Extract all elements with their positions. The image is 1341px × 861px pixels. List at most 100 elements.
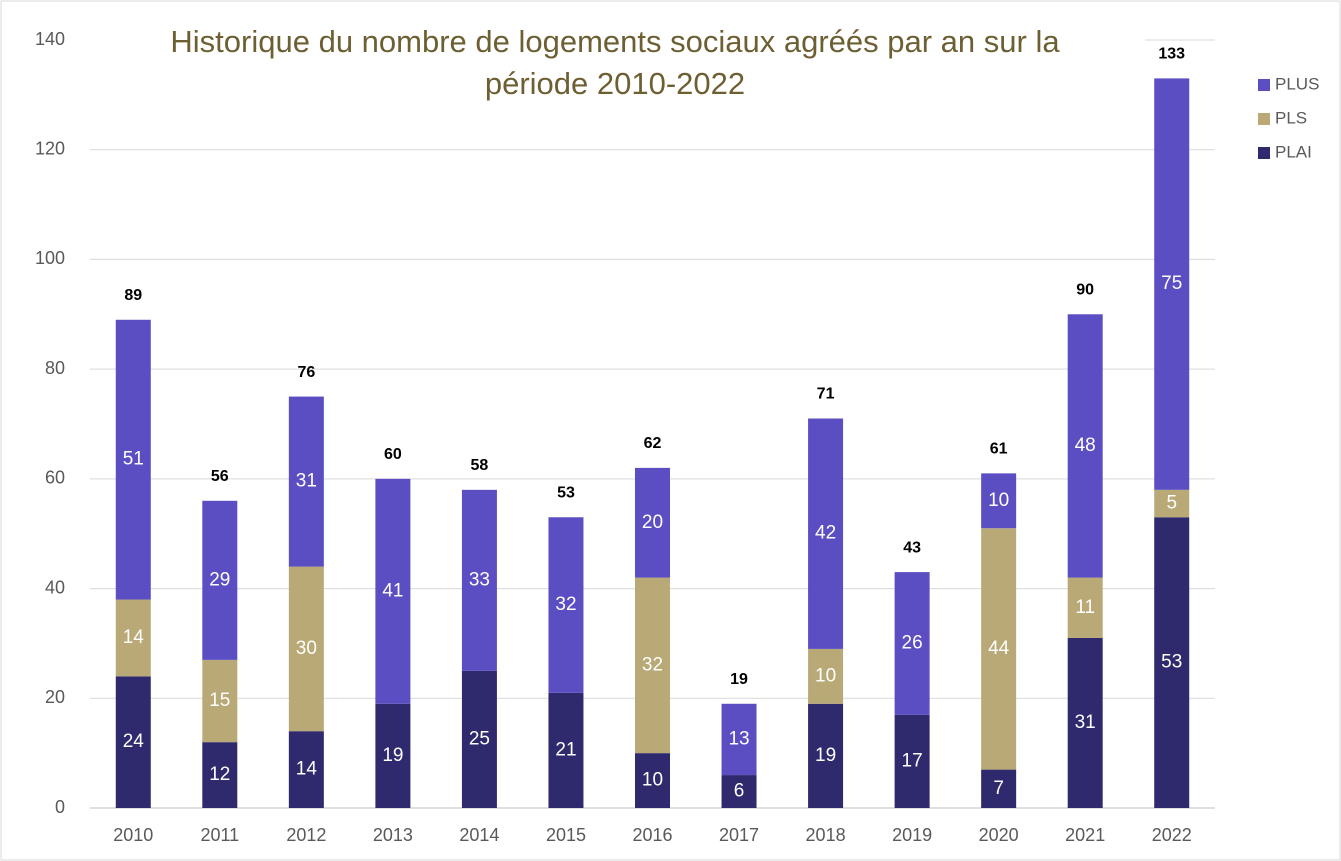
x-tick-label: 2022 — [1152, 825, 1192, 845]
bar-segment — [1067, 314, 1103, 578]
bar-segment — [981, 528, 1017, 770]
bar-segment — [721, 775, 757, 808]
segment-label: 42 — [815, 523, 836, 544]
segment-label: 5 — [1166, 493, 1177, 514]
total-label: 53 — [557, 484, 575, 501]
total-label: 76 — [297, 364, 315, 381]
segment-label: 32 — [642, 654, 663, 675]
segment-label: 17 — [902, 750, 923, 771]
bar-segment — [1154, 489, 1190, 518]
bar-segment — [115, 676, 151, 808]
total-label: 62 — [644, 435, 662, 452]
segment-label: 53 — [1161, 652, 1182, 673]
total-label: 43 — [903, 539, 921, 556]
y-tick-label: 80 — [45, 358, 65, 378]
total-label: 56 — [211, 468, 229, 485]
x-tick-label: 2021 — [1065, 825, 1105, 845]
bar-segment — [635, 753, 670, 808]
bar-segment — [202, 659, 238, 743]
x-tick-label: 2018 — [806, 825, 846, 845]
segment-label: 21 — [555, 739, 576, 760]
x-tick-label: 2016 — [632, 825, 672, 845]
x-tick-label: 2019 — [892, 825, 932, 845]
bar-segment — [1067, 577, 1103, 638]
y-tick-label: 0 — [55, 797, 65, 817]
segment-label: 19 — [382, 745, 403, 766]
x-tick-label: 2015 — [546, 825, 586, 845]
y-tick-label: 120 — [35, 138, 65, 158]
bar-segment — [1154, 517, 1190, 808]
legend-swatch — [1258, 147, 1270, 159]
segment-label: 75 — [1161, 273, 1182, 294]
segment-label: 31 — [1075, 712, 1096, 733]
segment-label: 12 — [209, 764, 230, 785]
segment-label: 30 — [296, 638, 317, 659]
bar-segment — [288, 566, 324, 732]
total-label: 61 — [990, 441, 1008, 458]
segment-label: 44 — [988, 638, 1010, 659]
bar-segment — [1154, 78, 1190, 490]
bar-segment — [894, 572, 930, 715]
total-label: 90 — [1076, 282, 1094, 299]
segment-label: 33 — [469, 569, 490, 590]
legend-label: PLS — [1275, 108, 1307, 127]
segment-label: 14 — [296, 759, 318, 780]
bar-segment — [981, 473, 1017, 529]
bar-segment — [202, 500, 238, 660]
chart-title: période 2010-2022 — [485, 66, 745, 101]
segment-label: 25 — [469, 728, 490, 749]
total-label: 71 — [817, 386, 835, 403]
legend-swatch — [1258, 79, 1270, 91]
x-tick-label: 2014 — [459, 825, 499, 845]
x-tick-label: 2011 — [200, 825, 239, 845]
title-backing — [85, 18, 1145, 100]
segment-label: 6 — [734, 781, 745, 802]
total-label: 19 — [730, 671, 748, 688]
segment-label: 10 — [815, 665, 836, 686]
segment-label: 20 — [642, 512, 663, 533]
legend-swatch — [1258, 113, 1270, 125]
y-tick-label: 40 — [45, 577, 65, 597]
segment-label: 31 — [296, 471, 317, 492]
bar-segment — [548, 692, 584, 808]
x-tick-label: 2013 — [373, 825, 413, 845]
x-tick-label: 2017 — [719, 825, 759, 845]
bar-segment — [981, 769, 1017, 808]
segment-label: 15 — [209, 690, 230, 711]
bar-segment — [1067, 637, 1103, 808]
bar-segment — [548, 517, 584, 693]
y-tick-label: 100 — [35, 248, 65, 268]
segment-label: 48 — [1075, 435, 1096, 456]
legend-label: PLAI — [1275, 142, 1312, 161]
bar-segment — [288, 396, 324, 567]
total-label: 60 — [384, 446, 402, 463]
y-tick-label: 60 — [45, 468, 65, 488]
bar-segment — [115, 599, 151, 677]
bar-segment — [375, 703, 411, 808]
bar-segment — [202, 742, 238, 808]
bar-segment — [115, 319, 151, 600]
x-tick-label: 2010 — [113, 825, 153, 845]
bar-segment — [635, 577, 670, 754]
segment-label: 51 — [123, 449, 144, 470]
bar-segment — [721, 703, 757, 776]
bar-segment — [808, 648, 844, 704]
bar-segment — [808, 703, 844, 808]
segment-label: 10 — [988, 490, 1009, 511]
total-label: 89 — [124, 287, 142, 304]
segment-label: 26 — [902, 632, 923, 653]
total-label: 58 — [471, 457, 489, 474]
segment-label: 7 — [993, 778, 1004, 799]
segment-label: 29 — [209, 569, 230, 590]
bar-segment — [461, 670, 497, 808]
segment-label: 32 — [555, 594, 576, 615]
segment-label: 24 — [123, 731, 145, 752]
chart-title: Historique du nombre de logements sociau… — [170, 24, 1060, 59]
bar-segment — [808, 418, 844, 649]
bar-segment — [375, 478, 411, 704]
segment-label: 13 — [728, 728, 749, 749]
segment-label: 10 — [642, 770, 663, 791]
y-tick-label: 140 — [35, 29, 65, 49]
